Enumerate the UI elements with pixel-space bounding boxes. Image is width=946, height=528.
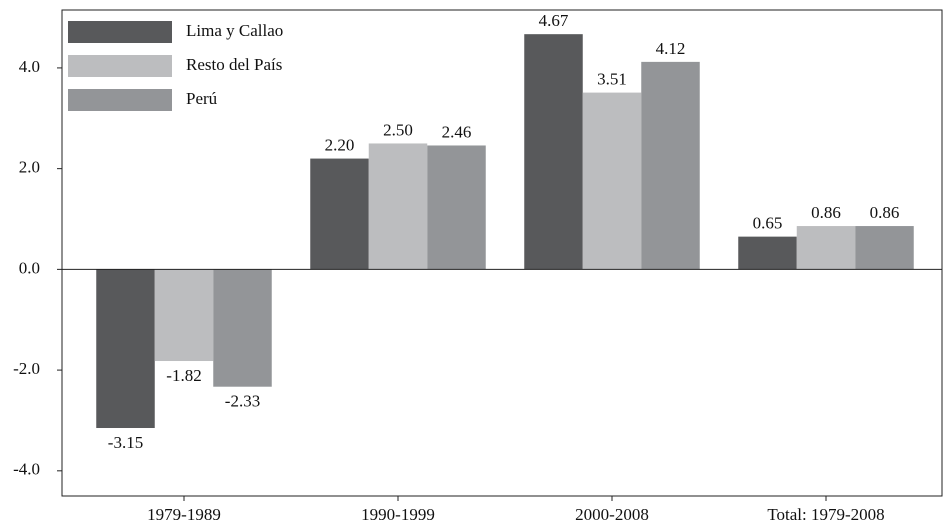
legend-label: Resto del País xyxy=(186,55,282,74)
value-label: 0.86 xyxy=(870,203,900,222)
bar xyxy=(855,226,914,270)
value-label: -2.33 xyxy=(225,392,260,411)
bar xyxy=(96,269,155,429)
y-tick-label: 4.0 xyxy=(19,57,40,76)
x-tick-label: 2000-2008 xyxy=(575,505,649,524)
legend-swatch xyxy=(68,21,172,43)
value-label: 2.20 xyxy=(325,135,355,154)
bar xyxy=(213,269,272,387)
value-label: -3.15 xyxy=(108,433,143,452)
value-label: -1.82 xyxy=(166,366,201,385)
bar xyxy=(582,92,642,270)
y-tick-label: 0.0 xyxy=(19,258,40,277)
plot-frame xyxy=(61,9,943,497)
legend-label: Lima y Callao xyxy=(186,21,283,40)
value-label: 2.46 xyxy=(442,122,472,141)
bar xyxy=(427,145,486,270)
x-tick-label: 1979-1989 xyxy=(147,505,221,524)
bar xyxy=(368,143,428,270)
bar xyxy=(310,158,369,270)
value-label: 0.86 xyxy=(811,203,841,222)
y-tick-label: 2.0 xyxy=(19,158,40,177)
bar xyxy=(796,226,856,270)
value-label: 4.12 xyxy=(656,39,686,58)
bar xyxy=(524,34,583,270)
bar xyxy=(738,236,797,270)
y-tick-label: -4.0 xyxy=(13,460,40,479)
y-tick-label: -2.0 xyxy=(13,359,40,378)
value-label: 2.50 xyxy=(383,120,413,139)
legend-label: Perú xyxy=(186,89,218,108)
bar xyxy=(641,61,700,270)
x-tick-label: 1990-1999 xyxy=(361,505,435,524)
value-label: 0.65 xyxy=(753,214,783,233)
value-label: 3.51 xyxy=(597,70,627,89)
x-tick-label: Total: 1979-2008 xyxy=(767,505,884,524)
legend-swatch xyxy=(68,89,172,111)
bar xyxy=(154,269,214,362)
value-label: 4.67 xyxy=(539,11,569,30)
legend-swatch xyxy=(68,55,172,77)
